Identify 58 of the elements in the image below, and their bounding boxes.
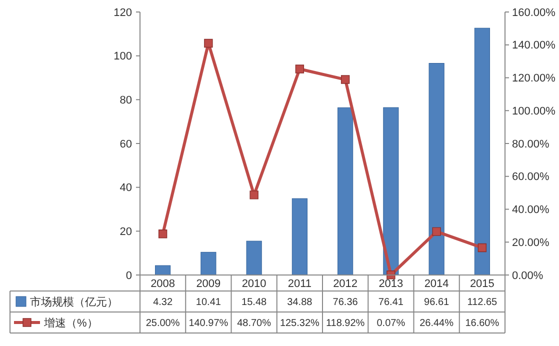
- data-label: 48.70%: [237, 318, 272, 329]
- y2-tick-label: 20.00%: [512, 236, 550, 249]
- x-tick-label: 2010: [242, 278, 266, 290]
- y2-tick-label: 140.00%: [512, 40, 556, 52]
- point: [386, 270, 396, 280]
- bar: [246, 240, 262, 276]
- data-label: 15.48: [242, 297, 268, 308]
- y2-tick-label: 160.00%: [512, 6, 556, 19]
- data-label: 25.00%: [146, 318, 180, 329]
- point: [250, 190, 258, 200]
- y2-tick-label: 60.00%: [512, 171, 550, 184]
- y-tick-label: 0: [126, 270, 132, 282]
- bar: [155, 265, 171, 276]
- data-label: 0.07%: [376, 318, 406, 329]
- y-tick-label: 60: [120, 138, 132, 150]
- data-label: 26.44%: [420, 318, 454, 329]
- x-tick-label: 2011: [288, 278, 312, 290]
- point: [158, 230, 168, 238]
- bar: [200, 252, 216, 276]
- data-label: 76.41: [378, 297, 404, 308]
- bar: [474, 28, 490, 276]
- x-tick-label: 2013: [378, 278, 404, 290]
- x-tick-label: 2012: [333, 278, 358, 290]
- y2-tick-label: 120.00%: [512, 72, 556, 85]
- y2-tick-label: 80.00%: [512, 138, 550, 150]
- point: [478, 243, 487, 252]
- x-tick-label: 2009: [196, 278, 221, 290]
- data-label: 10.41: [196, 297, 222, 308]
- data-label: 140.97%: [188, 318, 228, 329]
- legend-label: 增速（%）: [43, 316, 98, 330]
- point: [295, 64, 304, 74]
- y-tick-label: 120: [114, 6, 132, 19]
- bar: [383, 107, 399, 276]
- legend-label: 市场规模（亿元）: [30, 295, 118, 308]
- data-label: 112.65: [467, 297, 498, 308]
- data-label: 118.92%: [326, 318, 365, 329]
- point: [204, 38, 213, 48]
- bar: [428, 63, 444, 276]
- data-label: 96.61: [424, 297, 450, 308]
- data-label: 125.32%: [280, 318, 320, 329]
- point: [432, 227, 441, 236]
- y2-tick-label: 0.00%: [512, 270, 544, 282]
- data-label: 34.88: [287, 297, 313, 308]
- x-tick-label: 2014: [424, 278, 449, 290]
- bar: [292, 198, 308, 276]
- y-tick-label: 80: [120, 94, 132, 107]
- y-tick-label: 100: [114, 50, 132, 63]
- x-tick-label: 2015: [470, 278, 494, 290]
- data-label: 76.36: [332, 297, 358, 308]
- y-tick-label: 20: [120, 226, 132, 238]
- bar: [338, 107, 354, 276]
- data-label: 16.60%: [465, 318, 500, 329]
- y2-tick-label: 100.00%: [512, 105, 556, 118]
- point: [340, 75, 350, 84]
- y-tick-label: 40: [120, 182, 132, 194]
- y2-tick-label: 40.00%: [512, 204, 550, 216]
- x-tick-label: 2008: [150, 278, 176, 290]
- data-label: 4.32: [153, 297, 173, 308]
